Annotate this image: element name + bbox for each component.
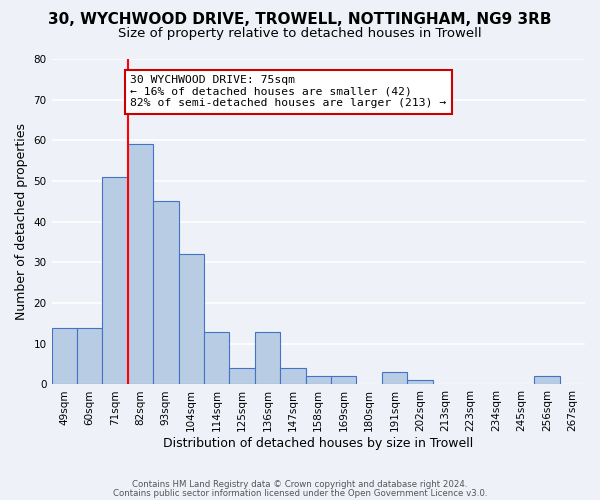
Text: Size of property relative to detached houses in Trowell: Size of property relative to detached ho… [118, 28, 482, 40]
Bar [305, 376, 331, 384]
Text: 30, WYCHWOOD DRIVE, TROWELL, NOTTINGHAM, NG9 3RB: 30, WYCHWOOD DRIVE, TROWELL, NOTTINGHAM,… [48, 12, 552, 28]
Bar [407, 380, 433, 384]
Y-axis label: Number of detached properties: Number of detached properties [15, 123, 28, 320]
Bar [382, 372, 407, 384]
Bar [280, 368, 305, 384]
Bar [534, 376, 560, 384]
Bar [204, 332, 229, 384]
Bar [255, 332, 280, 384]
Bar [77, 328, 103, 384]
Bar [52, 328, 77, 384]
Bar [331, 376, 356, 384]
Text: Contains HM Land Registry data © Crown copyright and database right 2024.: Contains HM Land Registry data © Crown c… [132, 480, 468, 489]
X-axis label: Distribution of detached houses by size in Trowell: Distribution of detached houses by size … [163, 437, 473, 450]
Bar [229, 368, 255, 384]
Bar [128, 144, 153, 384]
Text: 30 WYCHWOOD DRIVE: 75sqm
← 16% of detached houses are smaller (42)
82% of semi-d: 30 WYCHWOOD DRIVE: 75sqm ← 16% of detach… [130, 76, 446, 108]
Text: Contains public sector information licensed under the Open Government Licence v3: Contains public sector information licen… [113, 489, 487, 498]
Bar [179, 254, 204, 384]
Bar [103, 177, 128, 384]
Bar [153, 202, 179, 384]
